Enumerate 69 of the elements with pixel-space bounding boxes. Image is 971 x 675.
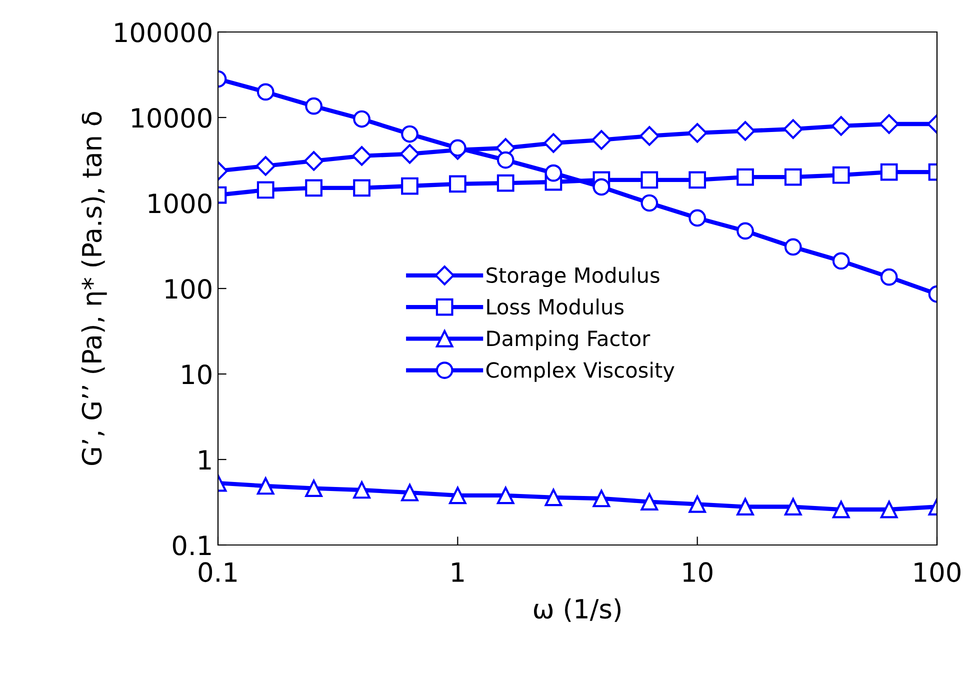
point: [688, 209, 706, 227]
point: [640, 493, 658, 510]
legend-label: Complex Viscosity: [486, 362, 674, 382]
point: [831, 116, 851, 136]
point: [353, 110, 370, 128]
legend-label: Storage Modulus: [486, 266, 660, 288]
point: [400, 144, 420, 164]
point: [353, 481, 370, 499]
point: [736, 222, 754, 240]
point: [832, 500, 850, 518]
point: [592, 130, 612, 150]
point: [592, 490, 610, 508]
point: [592, 178, 610, 196]
point: [736, 498, 754, 516]
x-tick-label: 1: [452, 562, 464, 582]
x-tick-label: 0.1: [198, 562, 237, 582]
point: [401, 125, 418, 143]
y-tick-label: 1: [199, 450, 211, 470]
x-tick-label: 100: [914, 562, 960, 582]
y-axis-title: G’, G’’ (Pa), η* (Pa.s), tan δ: [81, 112, 107, 465]
point: [448, 139, 466, 157]
point: [784, 498, 802, 516]
point: [880, 163, 898, 181]
point: [401, 484, 418, 502]
point: [544, 133, 564, 153]
point: [783, 119, 804, 139]
point: [305, 480, 322, 498]
point: [880, 268, 898, 286]
x-tick-label: 10: [683, 562, 712, 582]
y-tick-label: 100000: [115, 22, 212, 42]
point: [304, 151, 324, 171]
point: [496, 174, 514, 192]
point: [352, 146, 372, 166]
point: [305, 179, 322, 197]
point: [687, 123, 708, 143]
point: [353, 179, 370, 197]
point: [256, 477, 274, 495]
point: [735, 121, 756, 141]
point: [640, 171, 658, 189]
legend-label: Loss Modulus: [487, 298, 624, 315]
y-tick-label: 100: [166, 278, 212, 299]
y-tick-label: 10000: [132, 108, 212, 128]
point: [401, 177, 418, 195]
x-axis-title: ω (1/s): [534, 598, 620, 622]
y-tick-label: 1000: [148, 193, 212, 214]
point: [736, 168, 754, 186]
point: [832, 252, 850, 270]
point: [448, 486, 466, 504]
point: [640, 126, 660, 146]
point: [496, 486, 514, 504]
point: [448, 175, 466, 193]
point: [688, 171, 706, 189]
y-tick-label: 10: [182, 364, 212, 384]
point: [256, 83, 274, 101]
point: [256, 181, 274, 199]
point: [688, 496, 706, 513]
y-tick-label: 0.1: [172, 535, 211, 556]
point: [496, 151, 514, 169]
point: [305, 97, 322, 115]
point: [784, 238, 802, 256]
point: [544, 164, 562, 182]
point: [880, 500, 898, 518]
point: [832, 166, 850, 184]
point: [640, 194, 658, 212]
legend-label: Damping Factor: [487, 330, 650, 350]
point: [784, 168, 802, 186]
point: [879, 114, 899, 134]
point: [256, 156, 276, 176]
point: [544, 488, 562, 506]
